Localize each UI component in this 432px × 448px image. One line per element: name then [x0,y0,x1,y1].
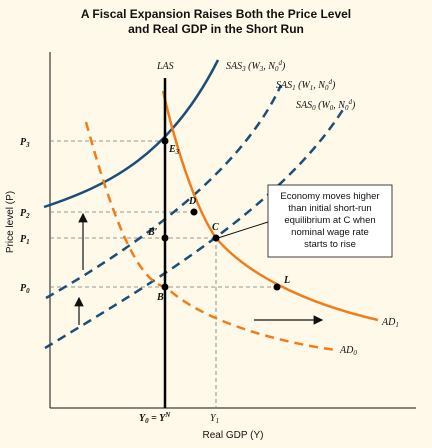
x-axis-title: Real GDP (Y) [203,430,264,441]
chart-title-line-1: A Fiscal Expansion Raises Both the Price… [80,7,352,21]
ytick-p2: P2 [20,208,30,220]
label-ad1: AD1 [381,317,399,329]
y-axis-title: Price level (P) [5,191,16,253]
annotation-line-4: nominal wage rate [291,227,369,238]
annotation-box [267,184,393,258]
label-las: LAS [156,61,174,72]
chart-title-line-2: and Real GDP in the Short Run [128,22,304,36]
label-d: D [188,196,196,207]
sas0-curve [44,107,346,350]
point-e3 [161,137,169,145]
annotation-line-1: Economy moves higher [280,191,379,202]
sas3-curve [43,59,220,209]
ytick-p0: P0 [20,283,30,295]
point-l [273,283,281,291]
label-l: L [283,275,290,286]
label-sas3: SAS3 (W3, N0d) [226,59,286,73]
xtick-y0: Y0 = YN [139,411,171,425]
point-b [161,283,169,291]
label-b: B [156,292,164,303]
point-c [212,234,220,242]
annotation-pointer [217,221,269,239]
xtick-y1: Y1 [210,413,219,425]
annotation-line-3: equilibrium at C when [284,215,375,226]
label-sas0: SAS0 (W0, N0d) [296,98,356,112]
ytick-p1: P1 [20,234,30,246]
label-c: C [212,222,219,233]
label-ad0: AD0 [339,345,357,357]
annotation-line-5: starts to rise [304,239,356,250]
point-b-prime [161,234,169,242]
point-d [190,208,198,216]
label-sas1: SAS1 (W1, N0d) [276,78,336,92]
label-b-prime: B′ [147,227,158,238]
label-e3: E3 [168,144,180,156]
annotation-line-2: than initial short-run [288,203,371,214]
annotation-text: Economy moves higher than initial short-… [280,191,379,250]
ytick-p3: P3 [20,137,30,149]
